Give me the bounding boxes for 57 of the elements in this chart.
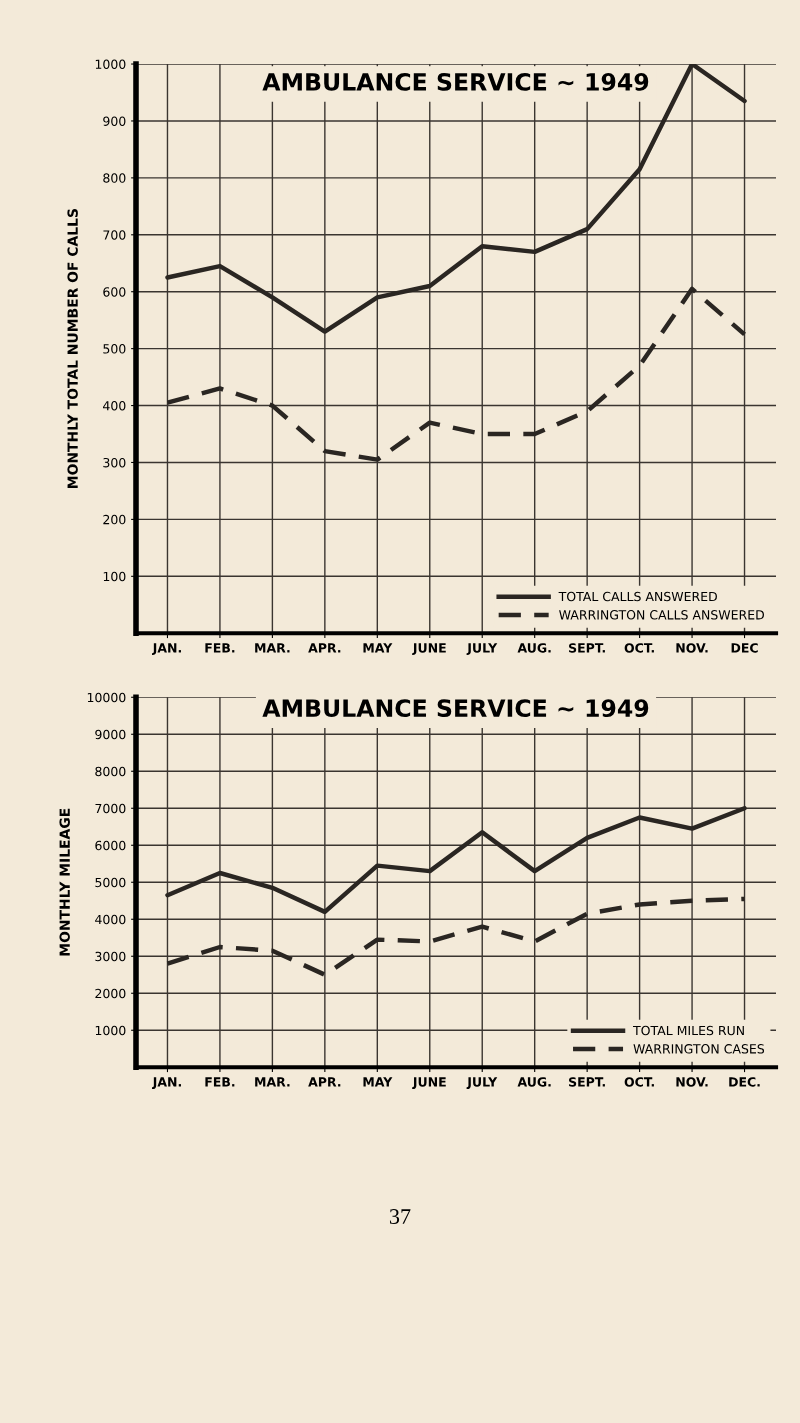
x-tick-label: NOV. — [676, 643, 708, 653]
x-tick-label: DEC — [731, 643, 758, 653]
y-tick-label: 600 — [103, 287, 126, 297]
legend-label: TOTAL MILES RUN — [633, 1025, 744, 1036]
chart-title: AMBULANCE SERVICE ~ 1949 — [262, 699, 649, 718]
y-tick-label: 1000 — [95, 1025, 126, 1036]
x-tick-label: OCT. — [624, 1077, 654, 1087]
y-tick-label: 4000 — [95, 914, 126, 925]
x-tick-label: NOV. — [676, 1077, 708, 1087]
legend-label: WARRINGTON CASES — [633, 1044, 765, 1054]
legend-label: WARRINGTON CALLS ANSWERED — [559, 610, 765, 620]
line-series — [165, 64, 747, 334]
y-tick-label: 7000 — [95, 803, 126, 814]
y-tick-label: 2000 — [95, 988, 126, 999]
y-tick-label: 400 — [103, 401, 126, 411]
x-tick-label: SEPT. — [569, 643, 605, 653]
x-tick-label: MAY — [363, 1077, 393, 1087]
x-tick-label: MAR. — [255, 643, 290, 653]
y-tick-label: 900 — [103, 116, 126, 126]
y-tick-label: 6000 — [95, 840, 126, 851]
chart-title: AMBULANCE SERVICE ~ 1949 — [262, 72, 649, 91]
x-tick-label: AUG. — [517, 1077, 551, 1087]
x-tick-label: MAY — [363, 643, 393, 653]
y-tick-label: 700 — [103, 230, 126, 240]
y-tick-label: 300 — [103, 457, 126, 468]
line-series — [165, 896, 747, 977]
x-tick-label: DEC. — [729, 1077, 760, 1087]
y-tick-label: 10000 — [87, 692, 126, 703]
x-tick-label: JAN. — [152, 1077, 181, 1089]
y-tick-label: 5000 — [95, 877, 126, 888]
y-tick-label: 200 — [103, 514, 126, 525]
line-series — [165, 806, 747, 915]
y-tick-label: 9000 — [95, 729, 126, 740]
x-tick-label: JUNE — [412, 1077, 446, 1089]
y-tick-label: 500 — [103, 344, 126, 354]
y-tick-label: 3000 — [95, 951, 126, 962]
legend-label: TOTAL CALLS ANSWERED — [558, 591, 717, 602]
y-tick-label: 800 — [103, 173, 126, 183]
y-tick-label: 100 — [103, 571, 126, 582]
y-axis-title: MONTHLY MILEAGE — [59, 808, 70, 956]
x-tick-label: SEPT. — [569, 1077, 605, 1087]
y-tick-label: 8000 — [95, 766, 126, 777]
x-tick-label: APR. — [308, 643, 341, 653]
x-tick-label: FEB. — [205, 1077, 235, 1087]
x-tick-label: MAR. — [255, 1077, 290, 1087]
x-tick-label: AUG. — [517, 643, 551, 653]
x-tick-label: APR. — [308, 1077, 341, 1087]
x-tick-label: JULY — [466, 1077, 498, 1089]
x-tick-label: JAN. — [152, 643, 181, 655]
x-tick-label: JULY — [466, 643, 498, 655]
text: 37 — [389, 1209, 411, 1224]
y-axis-title: MONTHLY TOTAL NUMBER OF CALLS — [67, 209, 78, 488]
line-series — [165, 286, 747, 462]
x-tick-label: OCT. — [624, 643, 654, 653]
y-tick-label: 1000 — [95, 59, 126, 69]
x-tick-label: JUNE — [412, 643, 446, 655]
x-tick-label: FEB. — [205, 643, 235, 653]
